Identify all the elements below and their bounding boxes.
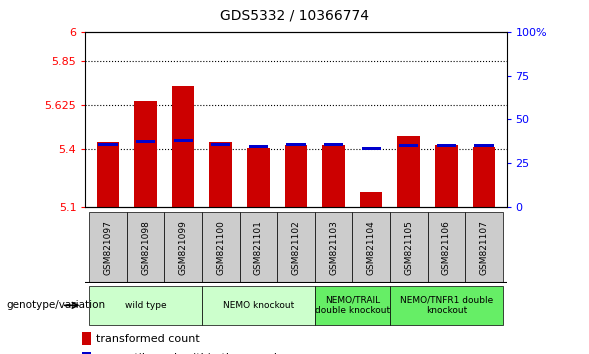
Bar xyxy=(315,212,352,283)
Text: NEMO/TNFR1 double
knockout: NEMO/TNFR1 double knockout xyxy=(400,296,493,315)
Bar xyxy=(240,212,277,283)
Bar xyxy=(352,212,390,283)
Bar xyxy=(362,147,380,150)
Bar xyxy=(428,212,465,283)
Bar xyxy=(211,143,230,146)
Text: wild type: wild type xyxy=(125,301,166,310)
Bar xyxy=(473,147,495,207)
Bar xyxy=(174,139,193,142)
Bar xyxy=(437,144,456,147)
Text: GSM821103: GSM821103 xyxy=(329,220,338,275)
Bar xyxy=(89,286,202,325)
Bar xyxy=(134,101,157,207)
Bar xyxy=(390,212,428,283)
Bar xyxy=(398,136,420,207)
Bar xyxy=(127,212,164,283)
Bar xyxy=(82,352,91,354)
Text: GSM821106: GSM821106 xyxy=(442,220,451,275)
Bar xyxy=(360,192,382,207)
Text: NEMO knockout: NEMO knockout xyxy=(223,301,294,310)
Bar xyxy=(202,286,315,325)
Bar xyxy=(435,145,458,207)
Bar xyxy=(390,286,503,325)
Bar xyxy=(249,145,268,148)
Bar xyxy=(322,145,345,207)
Text: NEMO/TRAIL
double knockout: NEMO/TRAIL double knockout xyxy=(315,296,390,315)
Text: GSM821099: GSM821099 xyxy=(178,220,188,275)
Bar xyxy=(277,212,315,283)
Text: GSM821105: GSM821105 xyxy=(404,220,413,275)
Bar xyxy=(82,332,91,345)
Text: GSM821098: GSM821098 xyxy=(141,220,150,275)
Bar xyxy=(399,144,418,147)
Bar xyxy=(98,143,118,146)
Bar xyxy=(324,143,343,146)
Bar xyxy=(284,145,307,207)
Bar xyxy=(286,143,306,146)
Bar xyxy=(247,148,270,207)
Bar xyxy=(315,286,390,325)
Bar xyxy=(164,212,202,283)
Bar xyxy=(136,140,155,143)
Text: GSM821104: GSM821104 xyxy=(367,221,376,275)
Bar xyxy=(97,142,119,207)
Bar xyxy=(172,86,194,207)
Text: GSM821101: GSM821101 xyxy=(254,220,263,275)
Text: GSM821097: GSM821097 xyxy=(104,220,112,275)
Text: GDS5332 / 10366774: GDS5332 / 10366774 xyxy=(220,9,369,23)
Text: GSM821100: GSM821100 xyxy=(216,220,225,275)
Text: GSM821107: GSM821107 xyxy=(479,220,488,275)
Text: genotype/variation: genotype/variation xyxy=(6,300,105,310)
Bar xyxy=(210,142,232,207)
Text: transformed count: transformed count xyxy=(95,333,199,344)
Bar xyxy=(202,212,240,283)
Bar xyxy=(474,144,494,147)
Text: percentile rank within the sample: percentile rank within the sample xyxy=(95,353,283,354)
Bar xyxy=(89,212,127,283)
Bar xyxy=(465,212,503,283)
Text: GSM821102: GSM821102 xyxy=(292,221,300,275)
